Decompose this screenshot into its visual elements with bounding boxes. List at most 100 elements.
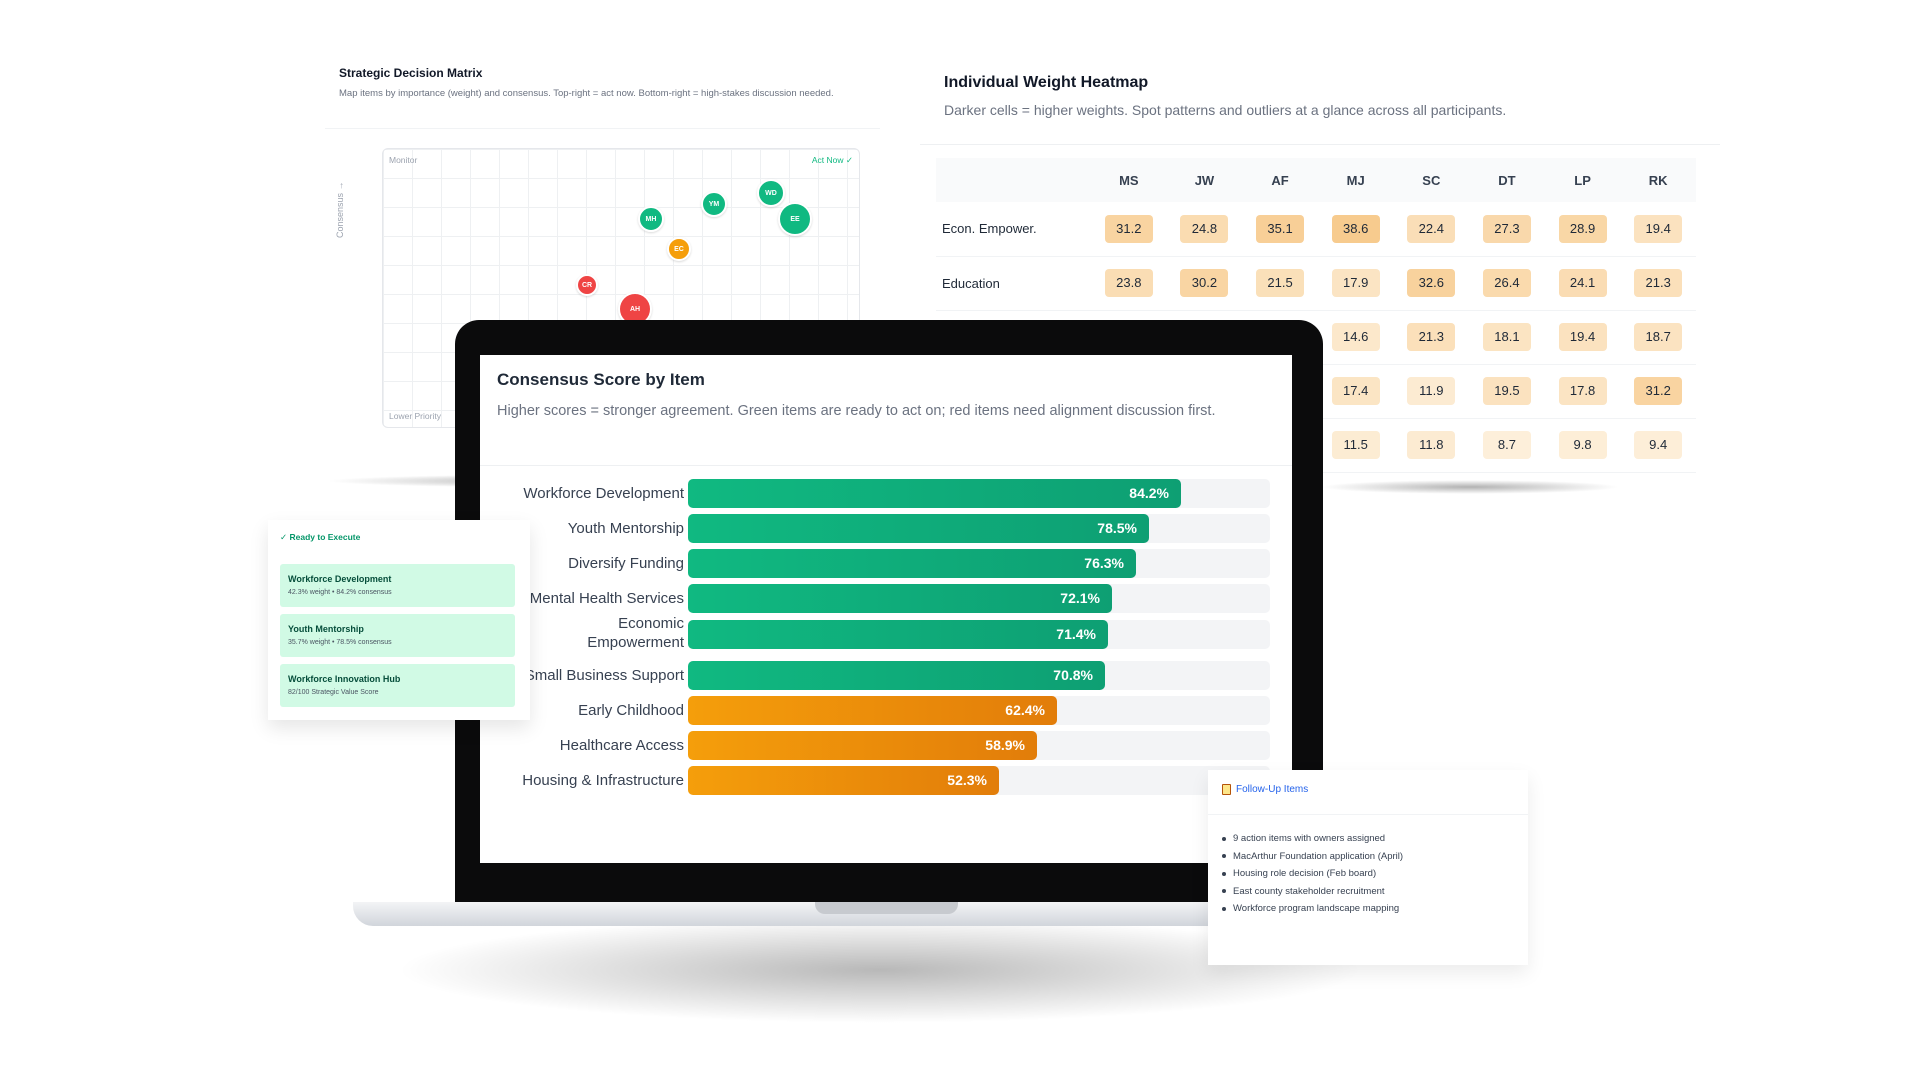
heatmap-value: 9.4	[1634, 431, 1683, 459]
matrix-point[interactable]: WD	[757, 179, 785, 207]
consensus-bar-label: Youth Mentorship	[567, 519, 684, 537]
heatmap-value: 11.8	[1407, 431, 1456, 459]
heatmap-cell: 18.7	[1620, 310, 1696, 365]
heatmap-cell: 21.3	[1393, 310, 1470, 365]
heatmap-column-header: MS	[1091, 158, 1167, 202]
heatmap-column-header: JW	[1166, 158, 1243, 202]
consensus-bar-row[interactable]: Diversify Funding 76.3%	[480, 548, 1292, 578]
heatmap-column-header: RK	[1620, 158, 1696, 202]
heatmap-cell: 26.4	[1469, 256, 1545, 311]
consensus-bar-label: Workforce Development	[523, 484, 684, 502]
follow-up-item: 9 action items with owners assigned	[1222, 830, 1403, 848]
consensus-bar-value: 52.3%	[947, 772, 987, 788]
consensus-subtitle: Higher scores = stronger agreement. Gree…	[497, 403, 1216, 419]
consensus-bar-value: 72.1%	[1060, 590, 1100, 606]
card-shadow	[1320, 480, 1620, 494]
follow-up-item: East county stakeholder recruitment	[1222, 883, 1403, 901]
follow-up-heading-label: Follow-Up Items	[1236, 784, 1309, 795]
ready-item-name: Workforce Innovation Hub	[288, 674, 401, 684]
heatmap-value: 18.7	[1634, 323, 1683, 351]
heatmap-cell: 17.8	[1544, 364, 1621, 419]
consensus-bar-label: Mental Health Services	[529, 589, 684, 607]
consensus-bar-track: 71.4%	[688, 620, 1270, 649]
consensus-bar-row[interactable]: Youth Mentorship 78.5%	[480, 513, 1292, 543]
heatmap-value: 8.7	[1482, 431, 1531, 459]
heatmap-value: 22.4	[1407, 214, 1456, 243]
ready-item[interactable]: Youth Mentorship 35.7% weight • 78.5% co…	[280, 614, 515, 657]
quadrant-lower-priority-label: Lower Priority	[389, 411, 441, 421]
heatmap-value: 14.6	[1331, 323, 1380, 351]
consensus-bar-value: 62.4%	[1005, 702, 1045, 718]
heatmap-cell: 11.5	[1317, 418, 1394, 473]
consensus-bar-fill: 76.3%	[688, 549, 1136, 578]
divider	[325, 128, 880, 129]
laptop-notch	[815, 902, 958, 914]
ready-item-meta: 82/100 Strategic Value Score	[288, 689, 379, 696]
matrix-point[interactable]: EC	[667, 237, 691, 261]
ready-heading: ✓ Ready to Execute	[280, 532, 361, 542]
consensus-bar-row[interactable]: Healthcare Access 58.9%	[480, 730, 1292, 760]
heatmap-row-label: Econ. Empower.	[936, 202, 1091, 257]
heatmap-cell: 9.4	[1620, 418, 1696, 473]
follow-up-heading: Follow-Up Items	[1222, 784, 1308, 795]
heatmap-value: 19.5	[1482, 377, 1531, 405]
ready-to-execute-card: ✓ Ready to Execute Workforce Development…	[268, 520, 530, 720]
ready-item[interactable]: Workforce Innovation Hub 82/100 Strategi…	[280, 664, 515, 707]
bullet-icon	[1222, 836, 1226, 841]
consensus-bar-label: Healthcare Access	[559, 736, 684, 754]
heatmap-value: 30.2	[1180, 269, 1229, 297]
heatmap-value: 27.3	[1482, 214, 1531, 243]
consensus-bar-fill: 62.4%	[688, 696, 1057, 725]
heatmap-cell: 14.6	[1317, 310, 1394, 365]
heatmap-cell: 35.1	[1242, 202, 1318, 257]
heatmap-cell: 30.2	[1166, 256, 1243, 311]
matrix-point[interactable]: EE	[778, 202, 812, 236]
consensus-bar-value: 78.5%	[1097, 520, 1137, 536]
consensus-bar-fill: 71.4%	[688, 620, 1108, 649]
heatmap-cell: 21.5	[1242, 256, 1318, 311]
ready-item[interactable]: Workforce Development 42.3% weight • 84.…	[280, 564, 515, 607]
matrix-point[interactable]: YM	[701, 191, 727, 217]
matrix-title: Strategic Decision Matrix	[339, 66, 483, 80]
ready-item-name: Youth Mentorship	[288, 624, 364, 634]
follow-up-item: MacArthur Foundation application (April)	[1222, 848, 1403, 866]
heatmap-value: 23.8	[1104, 269, 1153, 297]
matrix-point[interactable]: MH	[638, 206, 664, 232]
consensus-bar-fill: 58.9%	[688, 731, 1037, 760]
consensus-bar-fill: 70.8%	[688, 661, 1105, 690]
consensus-bar-value: 71.4%	[1056, 626, 1096, 642]
heatmap-cell: 8.7	[1469, 418, 1545, 473]
consensus-bar-fill: 84.2%	[688, 479, 1181, 508]
heatmap-cell: 19.5	[1469, 364, 1545, 419]
consensus-bar-row[interactable]: Workforce Development 84.2%	[480, 478, 1292, 508]
follow-up-item: Workforce program landscape mapping	[1222, 900, 1403, 918]
heatmap-cell: 23.8	[1091, 256, 1167, 311]
matrix-subtitle: Map items by importance (weight) and con…	[339, 88, 834, 99]
heatmap-cell: 24.1	[1544, 256, 1621, 311]
heatmap-cell: 11.8	[1393, 418, 1470, 473]
heatmap-value: 35.1	[1256, 214, 1305, 243]
heatmap-cell: 38.6	[1317, 202, 1394, 257]
consensus-bar-value: 76.3%	[1084, 555, 1124, 571]
consensus-bar-track: 52.3%	[688, 766, 1270, 795]
bullet-icon	[1222, 889, 1226, 894]
consensus-bar-row[interactable]: Mental Health Services 72.1%	[480, 583, 1292, 613]
matrix-point[interactable]: CR	[576, 274, 598, 296]
bullet-icon	[1222, 854, 1226, 859]
heatmap-value: 24.1	[1558, 269, 1607, 297]
consensus-bar-label: Early Childhood	[578, 701, 684, 719]
consensus-bar-row[interactable]: Housing & Infrastructure 52.3%	[480, 765, 1292, 795]
heatmap-value: 11.9	[1407, 377, 1456, 405]
heatmap-cell: 32.6	[1393, 256, 1470, 311]
consensus-bar-label: Housing & Infrastructure	[522, 771, 684, 789]
consensus-bar-row[interactable]: Economic Empowerment 71.4%	[480, 615, 1292, 651]
heatmap-value: 32.6	[1407, 269, 1456, 297]
consensus-title: Consensus Score by Item	[497, 370, 705, 389]
clipboard-icon	[1222, 784, 1231, 795]
heatmap-value: 24.8	[1180, 214, 1229, 243]
heatmap-value: 31.2	[1104, 214, 1153, 243]
consensus-bar-row[interactable]: Early Childhood 62.4%	[480, 695, 1292, 725]
consensus-bar-row[interactable]: Small Business Support 70.8%	[480, 660, 1292, 690]
heatmap-cell: 9.8	[1544, 418, 1621, 473]
consensus-bar-label: Economic Empowerment	[587, 615, 684, 651]
